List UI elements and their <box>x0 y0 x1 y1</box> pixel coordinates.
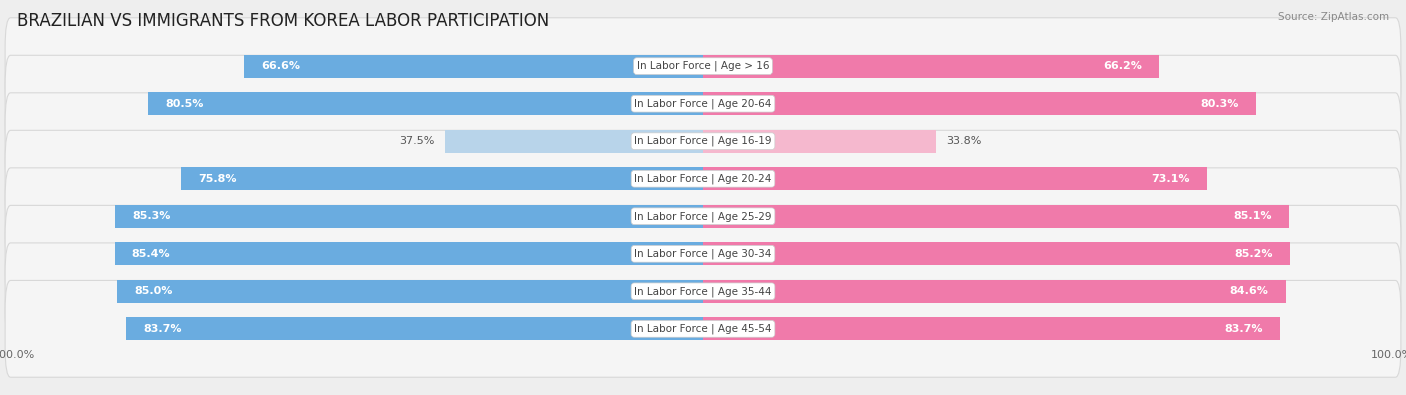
Text: In Labor Force | Age 16-19: In Labor Force | Age 16-19 <box>634 136 772 147</box>
Bar <box>181 167 703 190</box>
FancyBboxPatch shape <box>6 280 1400 377</box>
Text: In Labor Force | Age 30-34: In Labor Force | Age 30-34 <box>634 248 772 259</box>
FancyBboxPatch shape <box>6 55 1400 152</box>
FancyBboxPatch shape <box>6 130 1400 227</box>
Text: In Labor Force | Age 35-44: In Labor Force | Age 35-44 <box>634 286 772 297</box>
Text: 84.6%: 84.6% <box>1230 286 1268 296</box>
Bar <box>703 280 1286 303</box>
Text: In Labor Force | Age 25-29: In Labor Force | Age 25-29 <box>634 211 772 222</box>
Bar <box>703 55 1159 78</box>
Text: 73.1%: 73.1% <box>1152 174 1189 184</box>
Legend: Brazilian, Immigrants from Korea: Brazilian, Immigrants from Korea <box>568 391 838 395</box>
Text: 85.3%: 85.3% <box>132 211 172 221</box>
Text: 83.7%: 83.7% <box>1223 324 1263 334</box>
Text: 85.1%: 85.1% <box>1233 211 1272 221</box>
Bar <box>115 242 703 265</box>
Text: In Labor Force | Age 20-24: In Labor Force | Age 20-24 <box>634 173 772 184</box>
Text: 83.7%: 83.7% <box>143 324 183 334</box>
Bar <box>703 242 1289 265</box>
FancyBboxPatch shape <box>6 93 1400 190</box>
Bar <box>149 92 703 115</box>
Bar <box>703 167 1206 190</box>
Bar <box>444 130 703 153</box>
Text: In Labor Force | Age 45-54: In Labor Force | Age 45-54 <box>634 324 772 334</box>
Bar <box>703 130 936 153</box>
Text: 75.8%: 75.8% <box>198 174 236 184</box>
Text: In Labor Force | Age 20-64: In Labor Force | Age 20-64 <box>634 98 772 109</box>
FancyBboxPatch shape <box>6 168 1400 265</box>
Bar <box>245 55 703 78</box>
Text: 66.6%: 66.6% <box>262 61 301 71</box>
Text: 80.5%: 80.5% <box>166 99 204 109</box>
Bar <box>127 317 703 340</box>
Bar <box>115 205 703 228</box>
Text: 37.5%: 37.5% <box>399 136 434 146</box>
Text: 85.0%: 85.0% <box>135 286 173 296</box>
Text: In Labor Force | Age > 16: In Labor Force | Age > 16 <box>637 61 769 71</box>
Bar <box>703 317 1279 340</box>
FancyBboxPatch shape <box>6 18 1400 115</box>
Text: BRAZILIAN VS IMMIGRANTS FROM KOREA LABOR PARTICIPATION: BRAZILIAN VS IMMIGRANTS FROM KOREA LABOR… <box>17 12 550 30</box>
Text: 66.2%: 66.2% <box>1102 61 1142 71</box>
Text: Source: ZipAtlas.com: Source: ZipAtlas.com <box>1278 12 1389 22</box>
Text: 33.8%: 33.8% <box>946 136 981 146</box>
FancyBboxPatch shape <box>6 243 1400 340</box>
Text: 85.4%: 85.4% <box>132 249 170 259</box>
Bar <box>117 280 703 303</box>
Text: 80.3%: 80.3% <box>1201 99 1239 109</box>
Text: 85.2%: 85.2% <box>1234 249 1272 259</box>
FancyBboxPatch shape <box>6 205 1400 302</box>
Bar <box>703 205 1289 228</box>
Bar <box>703 92 1256 115</box>
